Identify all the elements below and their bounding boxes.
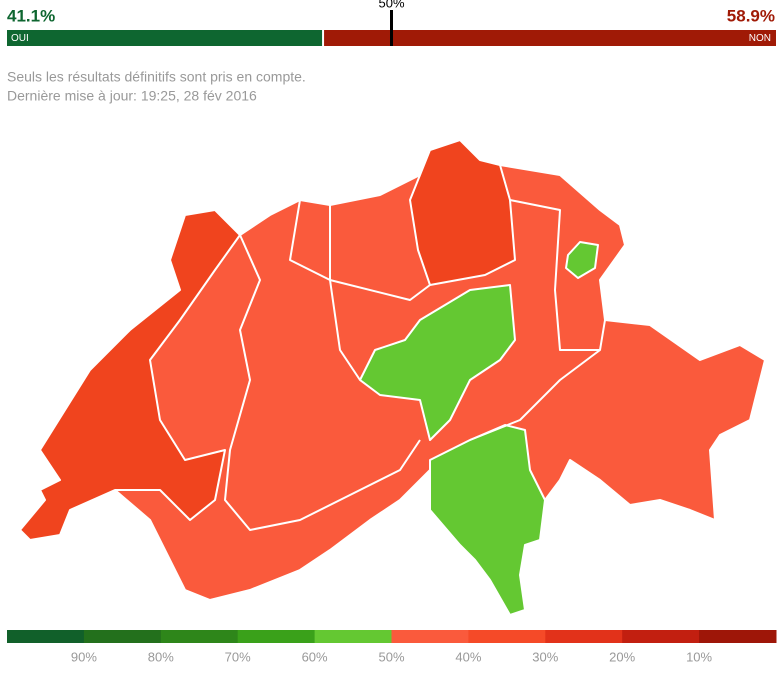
no-label: NON — [749, 33, 771, 44]
legend-swatch — [314, 630, 392, 643]
canton — [429, 424, 546, 616]
legend-swatch — [468, 630, 546, 643]
legend-swatch — [391, 630, 469, 643]
legend-label: 90% — [71, 649, 97, 664]
no-bar — [324, 30, 776, 46]
legend-swatch — [160, 630, 239, 643]
note: Dernière mise à jour: 19:25, 28 fév 2016 — [7, 88, 257, 104]
border — [329, 205, 361, 381]
legend-label: 80% — [148, 649, 174, 664]
legend: 90% 80% 70% 60% 50% 40% 30% 20% 10% — [7, 630, 777, 664]
canton — [359, 284, 516, 441]
yes-bar — [7, 30, 323, 46]
legend-label: 70% — [225, 649, 251, 664]
border — [469, 349, 601, 441]
border — [224, 234, 421, 531]
legend-swatch — [83, 630, 162, 643]
legend-label: 20% — [609, 649, 635, 664]
border — [289, 199, 431, 301]
legend-swatch — [622, 630, 700, 643]
canton — [565, 241, 599, 279]
legend-label: 40% — [455, 649, 481, 664]
canton — [19, 209, 241, 541]
legend-swatch — [699, 630, 777, 643]
legend-label: 50% — [378, 649, 404, 664]
legend-label: 60% — [302, 649, 328, 664]
legend-swatch — [237, 630, 316, 643]
legend-label: 10% — [686, 649, 712, 664]
majority-label: 50% — [378, 0, 404, 10]
map — [19, 139, 766, 616]
note: Seuls les résultats définitifs sont pris… — [7, 69, 306, 85]
legend-swatch — [545, 630, 623, 643]
no-percent: 58.9% — [727, 6, 775, 25]
legend-swatch — [7, 630, 85, 643]
results-bar: 50% — [7, 0, 776, 46]
yes-percent: 41.1% — [7, 6, 55, 25]
yes-label: OUI — [11, 33, 29, 44]
canton — [409, 139, 516, 286]
legend-label: 30% — [532, 649, 558, 664]
border — [509, 199, 606, 351]
